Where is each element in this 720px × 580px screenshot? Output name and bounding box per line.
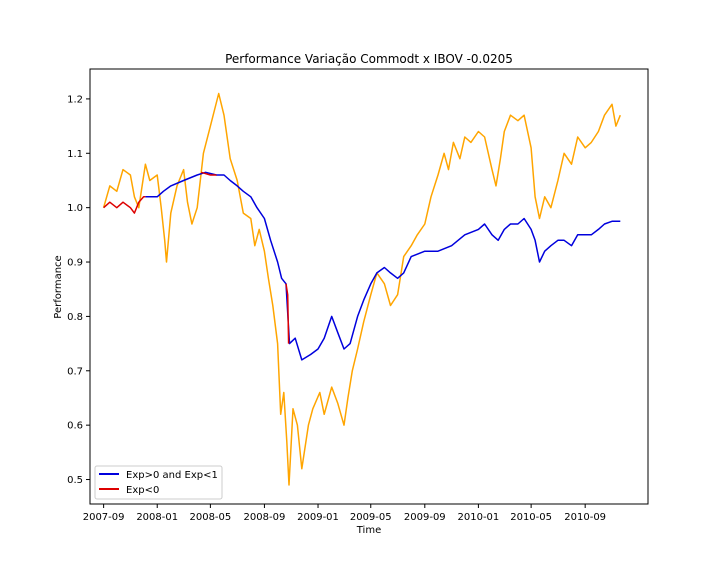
x-tick-label-2: 2008-05 <box>189 512 231 523</box>
y-tick-label-2: 0.7 <box>67 366 83 377</box>
x-tick-label-0: 2007-09 <box>83 512 125 523</box>
y-tick-label-6: 1.1 <box>67 149 83 160</box>
series-line-3 <box>200 171 217 176</box>
series-layer <box>102 92 621 486</box>
x-tick-label-8: 2010-05 <box>510 512 552 523</box>
legend-label-red: Exp<0 <box>126 485 159 496</box>
chart-title: Performance Variação Commodt x IBOV -0.0… <box>225 52 513 66</box>
y-tick-label-7: 1.2 <box>67 94 83 105</box>
y-tick-label-3: 0.8 <box>67 312 83 323</box>
y-tick-label-1: 0.6 <box>67 421 83 432</box>
x-tick-label-6: 2009-09 <box>404 512 446 523</box>
plot-area-frame <box>89 68 649 505</box>
series-line-2 <box>103 196 146 214</box>
y-tick-label-0: 0.5 <box>67 475 83 486</box>
x-tick-label-5: 2009-05 <box>350 512 392 523</box>
x-tick-label-7: 2010-01 <box>458 512 500 523</box>
y-axis-label: Performance <box>53 255 64 318</box>
x-tick-label-9: 2010-09 <box>564 512 606 523</box>
legend-label-blue: Exp>0 and Exp<1 <box>126 470 218 481</box>
x-tick-label-3: 2008-09 <box>244 512 286 523</box>
x-axis-label: Time <box>356 525 381 536</box>
x-axis: 2007-09 2008-01 2008-05 2008-09 2009-01 2009-… <box>83 504 606 523</box>
legend-box <box>94 465 223 500</box>
x-tick-label-4: 2009-01 <box>297 512 339 523</box>
y-tick-label-4: 0.9 <box>67 258 83 269</box>
y-tick-label-5: 1.0 <box>67 203 83 214</box>
series-line-1 <box>145 171 621 361</box>
x-tick-label-1: 2008-01 <box>136 512 178 523</box>
series-line-4 <box>285 283 290 344</box>
y-axis: 0.5 0.6 0.7 0.8 0.9 1.0 1.1 1.2 <box>67 94 90 486</box>
legend: Exp>0 and Exp<1 Exp<0 <box>94 465 223 500</box>
